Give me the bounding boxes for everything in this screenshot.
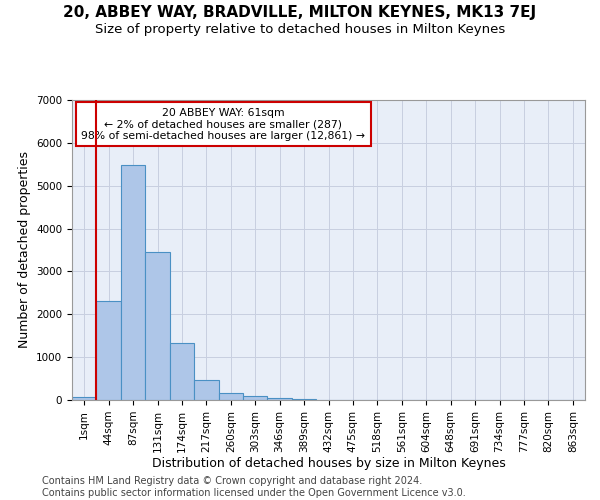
Bar — [145, 252, 170, 400]
Y-axis label: Number of detached properties: Number of detached properties — [17, 152, 31, 348]
Bar — [170, 344, 194, 400]
Bar — [243, 396, 268, 400]
Bar — [292, 398, 316, 400]
Text: Contains HM Land Registry data © Crown copyright and database right 2024.
Contai: Contains HM Land Registry data © Crown c… — [42, 476, 466, 498]
Bar — [268, 398, 292, 400]
Bar — [121, 165, 145, 400]
Text: Size of property relative to detached houses in Milton Keynes: Size of property relative to detached ho… — [95, 22, 505, 36]
Bar — [194, 380, 218, 400]
Text: 20 ABBEY WAY: 61sqm
← 2% of detached houses are smaller (287)
98% of semi-detach: 20 ABBEY WAY: 61sqm ← 2% of detached hou… — [82, 108, 365, 140]
Bar — [97, 302, 121, 400]
Text: 20, ABBEY WAY, BRADVILLE, MILTON KEYNES, MK13 7EJ: 20, ABBEY WAY, BRADVILLE, MILTON KEYNES,… — [64, 5, 536, 20]
Bar — [72, 396, 97, 400]
Bar — [218, 393, 243, 400]
X-axis label: Distribution of detached houses by size in Milton Keynes: Distribution of detached houses by size … — [152, 458, 505, 470]
